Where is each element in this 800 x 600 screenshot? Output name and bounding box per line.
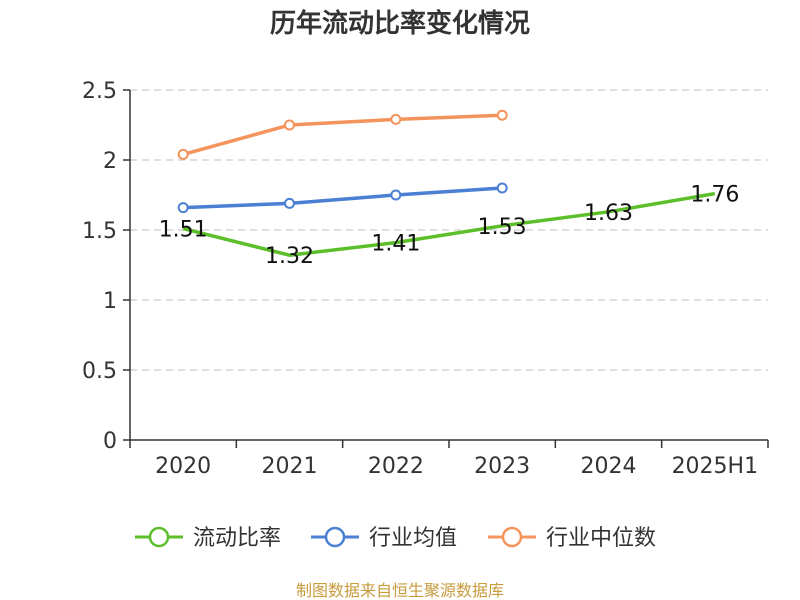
y-tick-label: 2 [103,149,117,174]
y-tick-label: 1 [103,289,117,314]
y-tick-label: 0.5 [82,359,117,384]
legend-item-2: 行业中位数 [488,526,656,551]
gridlines [130,89,768,371]
legend-label: 行业均值 [369,526,457,551]
legend-label: 行业中位数 [546,526,656,551]
legend-marker [501,526,523,548]
data-point [496,182,508,194]
data-point [284,119,295,131]
x-tick-label: 2021 [262,454,318,479]
axes: 0 0.5 1 1.5 2 2.5 2020 2021 2022 2023 2024 2025H1 [82,79,769,479]
data-label: 1.32 [265,244,314,269]
source-note: 制图数据来自恒生聚源数据库 [296,581,504,600]
data-labels: 1.51 1.32 1.41 1.53 1.63 1.76 [159,183,740,270]
series-line-0 [182,191,716,257]
y-tick-label: 0 [103,429,117,454]
x-tick-label: 2023 [474,454,530,479]
legend-label: 流动比率 [193,526,281,551]
data-point [496,109,508,121]
x-tick-label: 2020 [155,454,211,479]
y-tick-label: 2.5 [82,79,117,104]
data-label: 1.76 [690,183,739,208]
data-label: 1.53 [478,215,527,240]
data-label: 1.51 [159,218,208,243]
x-tick-label: 2022 [368,454,424,479]
data-point [177,202,189,214]
data-point [177,148,189,160]
legend-item-0: 流动比率 [135,526,281,551]
series-line-1 [183,186,503,210]
x-tick-label: 2025H1 [672,454,759,479]
legend: 流动比率 行业均值 行业中位数 [135,526,656,551]
legend-marker [324,526,346,548]
y-tick-label: 1.5 [82,219,117,244]
series-line-2 [182,113,503,157]
data-point [390,189,402,201]
chart-title: 历年流动比率变化情况 [270,8,530,39]
legend-item-1: 行业均值 [311,526,457,551]
data-label: 1.41 [371,232,420,257]
data-point [390,113,402,125]
series-group [177,109,716,257]
x-tick-label: 2024 [581,454,637,479]
data-label: 1.63 [584,201,633,226]
data-point [284,197,295,209]
legend-marker [148,526,170,548]
